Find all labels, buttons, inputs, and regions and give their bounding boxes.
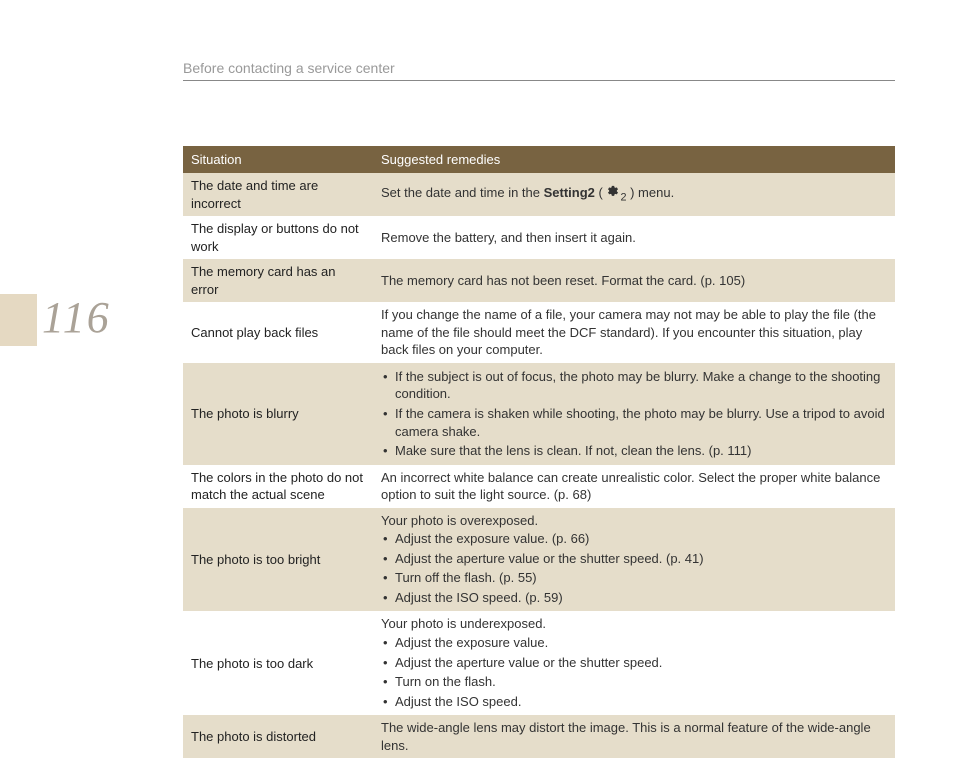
remedy-list: Adjust the exposure value. (p. 66) Adjus… [381,529,887,607]
table-row: The display or buttons do not work Remov… [183,216,895,259]
list-item: Adjust the aperture value or the shutter… [381,653,887,673]
list-item: Adjust the ISO speed. (p. 59) [381,588,887,608]
page-number: 116 [42,292,111,343]
table-row: The memory card has an error The memory … [183,259,895,302]
remedy-cell: The memory card has not been reset. Form… [373,259,895,302]
section-header: Before contacting a service center [183,60,395,76]
list-item: Turn off the flash. (p. 55) [381,568,887,588]
list-item: Adjust the exposure value. [381,633,887,653]
list-item: Adjust the aperture value or the shutter… [381,549,887,569]
remedy-cell: Remove the battery, and then insert it a… [373,216,895,259]
setting-name: Setting2 [544,185,595,200]
remedy-cell: Your photo is underexposed. Adjust the e… [373,611,895,715]
list-item: Adjust the exposure value. (p. 66) [381,529,887,549]
table-row: Cannot play back files If you change the… [183,302,895,363]
remedy-text: ( [595,185,607,200]
header-divider [183,80,895,81]
situation-cell: The display or buttons do not work [183,216,373,259]
remedy-cell: If the subject is out of focus, the phot… [373,363,895,465]
list-item: Make sure that the lens is clean. If not… [381,441,887,461]
table-row: The colors in the photo do not match the… [183,465,895,508]
gear-icon [606,183,620,202]
table-row: The photo is too dark Your photo is unde… [183,611,895,715]
situation-cell: The photo is too dark [183,611,373,715]
remedy-list: If the subject is out of focus, the phot… [381,367,887,461]
remedy-text: Set the date and time in the [381,185,544,200]
troubleshooting-table: Situation Suggested remedies The date an… [183,146,895,758]
page-number-block [0,294,37,346]
situation-cell: Cannot play back files [183,302,373,363]
remedy-cell: If you change the name of a file, your c… [373,302,895,363]
situation-cell: The memory card has an error [183,259,373,302]
table-row: The photo is distorted The wide-angle le… [183,715,895,758]
list-item: Turn on the flash. [381,672,887,692]
remedy-text: ) menu. [627,185,675,200]
table-header-row: Situation Suggested remedies [183,146,895,173]
remedy-cell: Your photo is overexposed. Adjust the ex… [373,508,895,612]
situation-cell: The photo is too bright [183,508,373,612]
remedy-intro: Your photo is overexposed. [381,512,887,530]
col-situation-header: Situation [183,146,373,173]
remedy-intro: Your photo is underexposed. [381,615,887,633]
list-item: If the subject is out of focus, the phot… [381,367,887,404]
situation-cell: The photo is blurry [183,363,373,465]
list-item: If the camera is shaken while shooting, … [381,404,887,441]
remedy-cell: An incorrect white balance can create un… [373,465,895,508]
remedy-list: Adjust the exposure value. Adjust the ap… [381,633,887,711]
table-row: The date and time are incorrect Set the … [183,173,895,216]
col-remedies-header: Suggested remedies [373,146,895,173]
remedy-cell: The wide-angle lens may distort the imag… [373,715,895,758]
table-row: The photo is too bright Your photo is ov… [183,508,895,612]
situation-cell: The photo is distorted [183,715,373,758]
table-row: The photo is blurry If the subject is ou… [183,363,895,465]
remedy-cell: Set the date and time in the Setting2 ( … [373,173,895,216]
situation-cell: The colors in the photo do not match the… [183,465,373,508]
list-item: Adjust the ISO speed. [381,692,887,712]
situation-cell: The date and time are incorrect [183,173,373,216]
